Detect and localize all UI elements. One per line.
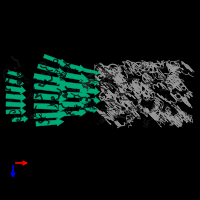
FancyArrow shape [60,81,90,91]
FancyArrow shape [60,109,86,117]
FancyArrow shape [60,91,90,100]
FancyArrow shape [36,118,64,126]
FancyArrow shape [6,93,26,101]
FancyArrow shape [43,54,67,65]
FancyArrow shape [34,93,68,103]
FancyArrow shape [34,83,68,94]
FancyArrow shape [62,62,85,72]
FancyArrow shape [34,73,66,85]
FancyArrow shape [6,108,26,115]
FancyArrow shape [6,78,24,86]
FancyArrow shape [84,68,100,75]
FancyArrow shape [80,106,98,113]
FancyArrow shape [6,86,26,94]
FancyArrow shape [80,97,100,105]
FancyArrow shape [34,111,66,119]
FancyArrow shape [6,101,26,109]
FancyArrow shape [80,87,100,95]
FancyArrow shape [37,64,65,75]
FancyArrow shape [60,100,88,109]
FancyArrow shape [80,78,100,86]
FancyArrow shape [34,102,68,112]
FancyArrow shape [8,70,23,78]
FancyArrow shape [60,72,88,82]
FancyArrow shape [12,116,28,122]
